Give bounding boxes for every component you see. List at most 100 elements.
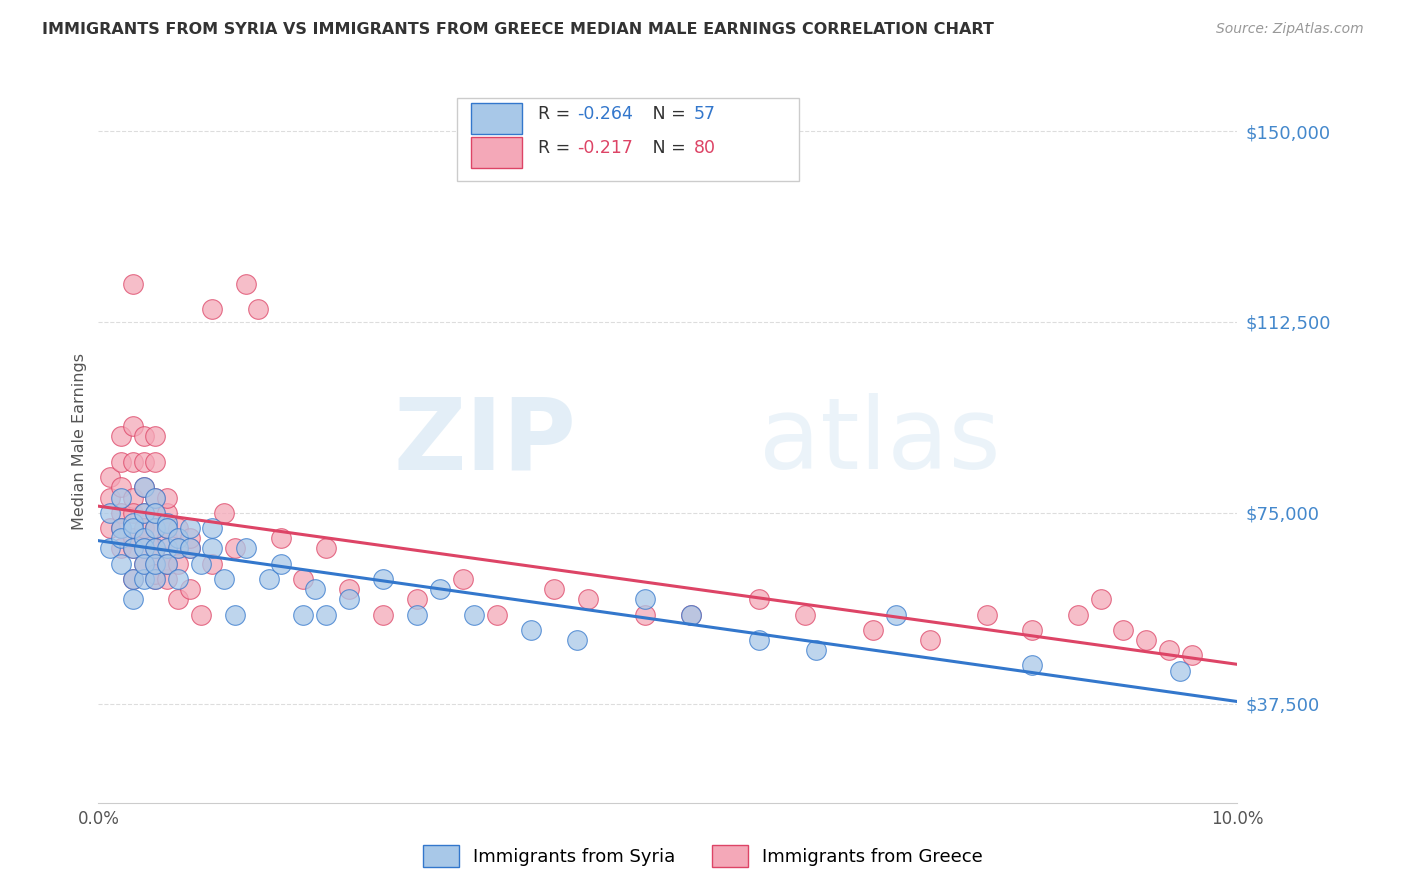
Point [132, 572, 155, 586]
Point [121, 516, 143, 530]
Point [1170, 664, 1192, 678]
Text: 80: 80 [693, 138, 716, 156]
Point [201, 302, 224, 317]
Point [121, 541, 143, 556]
Text: ZIP: ZIP [394, 393, 576, 490]
Point [121, 541, 143, 556]
Point [145, 521, 167, 535]
Point [132, 506, 155, 520]
Point [110, 541, 132, 556]
Point [235, 541, 257, 556]
Point [121, 277, 143, 291]
Point [304, 582, 326, 596]
FancyBboxPatch shape [457, 98, 799, 181]
Text: N =: N = [636, 138, 692, 156]
Point [373, 572, 395, 586]
Point [190, 557, 212, 571]
Point [132, 455, 155, 469]
Point [121, 491, 143, 505]
Point [132, 541, 155, 556]
Point [1067, 607, 1090, 622]
Text: IMMIGRANTS FROM SYRIA VS IMMIGRANTS FROM GREECE MEDIAN MALE EARNINGS CORRELATION: IMMIGRANTS FROM SYRIA VS IMMIGRANTS FROM… [42, 22, 994, 37]
Legend: Immigrants from Syria, Immigrants from Greece: Immigrants from Syria, Immigrants from G… [416, 838, 990, 874]
Point [110, 429, 132, 443]
Point [337, 592, 360, 607]
Point [167, 521, 190, 535]
Point [179, 531, 201, 545]
Point [156, 572, 179, 586]
Point [190, 607, 212, 622]
Point [145, 541, 167, 556]
Point [132, 541, 155, 556]
Point [110, 455, 132, 469]
Point [429, 582, 451, 596]
Point [145, 491, 167, 505]
Point [634, 592, 657, 607]
Point [156, 541, 179, 556]
Point [373, 607, 395, 622]
Point [201, 541, 224, 556]
Point [315, 541, 337, 556]
Point [167, 541, 190, 556]
Point [1021, 658, 1043, 673]
Point [156, 521, 179, 535]
Point [132, 480, 155, 494]
Point [315, 607, 337, 622]
Point [110, 491, 132, 505]
Text: -0.264: -0.264 [578, 104, 633, 122]
Point [132, 557, 155, 571]
Point [132, 531, 155, 545]
Point [224, 541, 246, 556]
Point [145, 491, 167, 505]
Text: R =: R = [538, 104, 576, 122]
Point [132, 480, 155, 494]
Point [212, 572, 235, 586]
Point [179, 541, 201, 556]
Point [156, 557, 179, 571]
FancyBboxPatch shape [471, 137, 522, 168]
Point [748, 592, 770, 607]
Point [145, 566, 167, 581]
Point [793, 607, 815, 622]
Point [679, 607, 702, 622]
Point [576, 592, 599, 607]
Point [98, 541, 121, 556]
Point [976, 607, 998, 622]
Point [156, 521, 179, 535]
Point [167, 541, 190, 556]
Point [1021, 623, 1043, 637]
Point [156, 557, 179, 571]
Point [145, 572, 167, 586]
Point [145, 557, 167, 571]
Point [179, 541, 201, 556]
Point [145, 429, 167, 443]
FancyBboxPatch shape [471, 103, 522, 134]
Point [804, 643, 827, 657]
Point [156, 531, 179, 545]
Point [132, 557, 155, 571]
Point [110, 521, 132, 535]
Text: N =: N = [636, 104, 692, 122]
Point [110, 521, 132, 535]
Point [132, 521, 155, 535]
Point [179, 521, 201, 535]
Point [156, 516, 179, 530]
Point [270, 531, 292, 545]
Point [292, 607, 315, 622]
Point [679, 607, 702, 622]
Point [156, 557, 179, 571]
Point [110, 531, 132, 545]
Point [1181, 648, 1204, 663]
Point [121, 592, 143, 607]
Point [145, 572, 167, 586]
Y-axis label: Median Male Earnings: Median Male Earnings [72, 353, 87, 530]
Point [132, 429, 155, 443]
Text: 57: 57 [693, 104, 716, 122]
Point [145, 541, 167, 556]
Point [98, 470, 121, 484]
Point [121, 572, 143, 586]
Point [212, 506, 235, 520]
Point [145, 506, 167, 520]
Point [337, 582, 360, 596]
Point [224, 607, 246, 622]
